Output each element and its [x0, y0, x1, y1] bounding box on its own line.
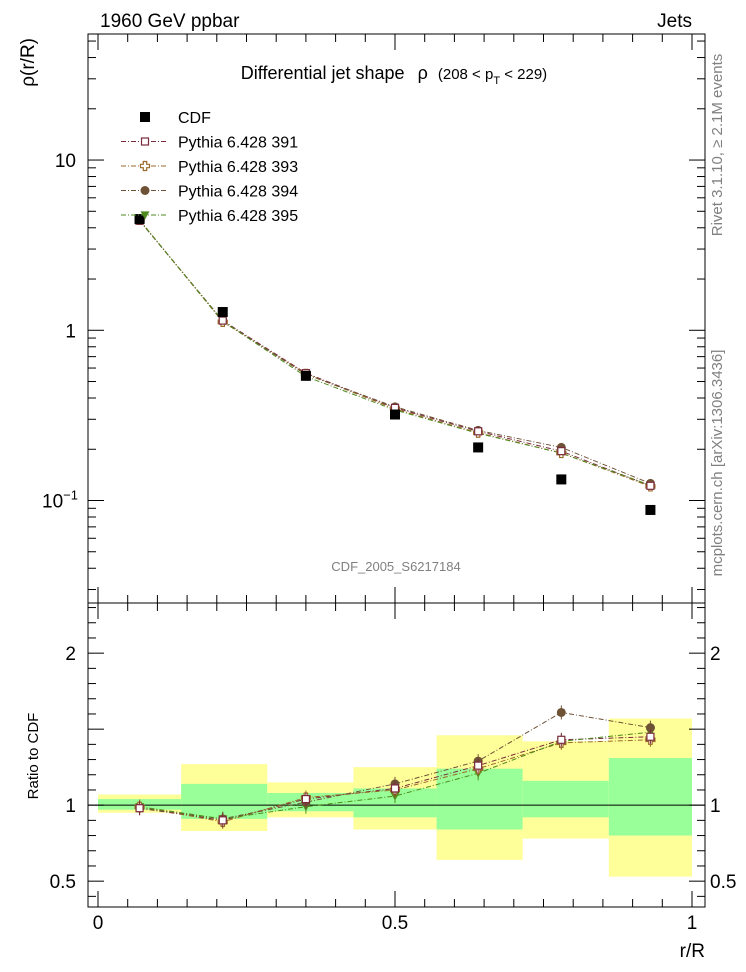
chart-title-range: (208 < p	[438, 66, 493, 83]
ratio-axis-ticks: 2 2 1 1 0.5 0.5 0 0.5 1	[50, 603, 736, 934]
process-label: Jets	[657, 11, 692, 32]
legend-label-pythia-6-428-393: Pythia 6.428 393	[178, 159, 298, 176]
x-tick-label: 1	[687, 913, 698, 934]
point-cdf	[390, 409, 400, 420]
main-series-lines	[139, 219, 651, 487]
y-tick-label: 10	[55, 151, 76, 172]
ratio-point-pythia-6-428-394	[645, 723, 655, 733]
ratio-point-pythia-6-428-394	[556, 707, 566, 717]
ratio-y-tick-label: 2	[65, 644, 76, 665]
ratio-frame	[87, 602, 706, 908]
point-pythia-6-428-391	[474, 427, 483, 436]
legend-label-pythia-6-428-395: Pythia 6.428 395	[178, 208, 298, 225]
point-cdf	[556, 474, 567, 485]
y-axis-label: ρ(r/R)	[18, 38, 39, 87]
energy-label: 1960 GeV ppbar	[100, 11, 240, 32]
line-pythia-6-428-395	[139, 219, 651, 486]
x-tick-label: 0	[93, 913, 104, 934]
y-tick-label: 1	[65, 321, 76, 342]
ratio-point-pythia-6-428-391	[474, 761, 483, 770]
band-green	[608, 758, 692, 836]
ratio-y-tick-label-right: 2	[710, 644, 721, 665]
x-axis-label: r/R	[680, 941, 705, 962]
ratio-point-pythia-6-428-391	[218, 816, 227, 825]
point-cdf	[645, 504, 656, 515]
ratio-point-pythia-6-428-391	[390, 784, 400, 793]
band-green	[181, 783, 268, 819]
point-cdf	[473, 442, 484, 453]
band-green	[522, 780, 609, 818]
legend-marker-pythia-6-428-394	[140, 186, 150, 195]
ratio-point-pythia-6-428-391	[646, 732, 655, 741]
ratio-y-tick-label: 0.5	[50, 872, 76, 893]
y-tick-exponent: −1	[63, 488, 78, 503]
ratio-point-pythia-6-428-391	[557, 735, 566, 744]
line-pythia-6-428-391	[139, 220, 651, 487]
legend-marker-pythia-6-428-391	[140, 137, 150, 146]
chart-title: Differential jet shape ρ (208 < pT < 229…	[241, 63, 547, 87]
ratio-y-tick-label-right: 0.5	[710, 872, 736, 893]
ratio-y-tick-label: 1	[65, 796, 76, 817]
y-tick-label: 10−1	[42, 488, 78, 513]
band-green	[436, 768, 523, 830]
analysis-id: CDF_2005_S6217184	[331, 559, 460, 574]
ratio-series-points	[134, 705, 656, 829]
ratio-y-tick-label-right: 1	[710, 796, 721, 817]
legend-marker-pythia-6-428-395	[140, 211, 150, 220]
legend-label-pythia-6-428-391: Pythia 6.428 391	[178, 135, 298, 152]
y-tick-base: 10	[42, 492, 63, 513]
chart-title-range-end: < 229)	[500, 66, 547, 83]
chart-title-sub: T	[493, 75, 500, 87]
legend-label-cdf: CDF	[178, 110, 211, 127]
x-tick-label: 0.5	[382, 913, 408, 934]
point-cdf	[134, 214, 145, 225]
point-pythia-6-428-391	[646, 481, 655, 490]
main-series-points	[134, 214, 656, 515]
chart-title-text: Differential jet shape	[241, 63, 405, 83]
legend-marker-pythia-6-428-393	[139, 160, 151, 172]
legend-label-pythia-6-428-394: Pythia 6.428 394	[178, 184, 298, 201]
point-pythia-6-428-391	[218, 316, 227, 325]
legend: CDF Pythia 6.428 391 Pythia 6.428 393 Pythi…	[121, 110, 298, 225]
line-pythia-6-428-393	[139, 219, 651, 487]
ratio-point-pythia-6-428-391	[301, 794, 310, 804]
ratio-panel: 2 2 1 1 0.5 0.5 0 0.5 1 Ratio to CDF r/R	[25, 602, 736, 962]
rivet-label: Rivet 3.1.10, ≥ 2.1M events	[709, 54, 726, 237]
chart-title-symbol: ρ	[418, 63, 428, 83]
point-cdf	[300, 370, 311, 381]
ratio-point-pythia-6-428-391	[135, 804, 144, 813]
point-cdf	[217, 307, 228, 318]
mcplots-label: mcplots.cern.ch [arXiv:1306.3436]	[709, 350, 726, 577]
point-pythia-6-428-391	[557, 447, 566, 456]
legend-marker-cdf	[140, 112, 150, 122]
ratio-y-label: Ratio to CDF	[25, 713, 42, 800]
line-pythia-6-428-394	[139, 220, 651, 484]
